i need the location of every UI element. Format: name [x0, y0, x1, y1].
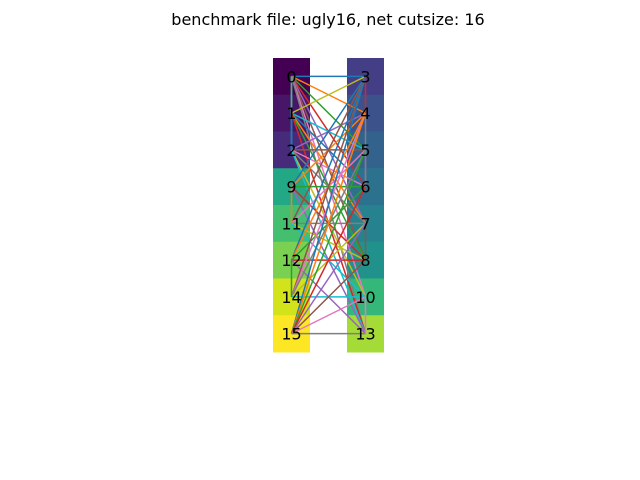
- node-label-15: 15: [281, 325, 301, 344]
- edge-15-6: [290, 186, 367, 334]
- edge-15-10: [291, 296, 366, 335]
- node-label-14: 14: [281, 288, 301, 307]
- edge-9-3: [290, 75, 367, 188]
- node-label-13: 13: [355, 325, 375, 344]
- node-label-10: 10: [355, 288, 375, 307]
- node-label-3: 3: [360, 67, 370, 86]
- node-label-1: 1: [286, 104, 296, 123]
- edge-15-7: [290, 222, 367, 335]
- node-label-11: 11: [281, 214, 301, 233]
- node-label-6: 6: [360, 178, 370, 197]
- node-label-12: 12: [281, 251, 301, 270]
- edge-15-8: [290, 259, 367, 335]
- node-label-9: 9: [286, 178, 296, 197]
- node-label-5: 5: [360, 141, 370, 160]
- net-edges: [290, 75, 367, 335]
- node-label-2: 2: [286, 141, 296, 160]
- edge-15-5: [290, 149, 367, 334]
- node-label-4: 4: [360, 104, 370, 123]
- edge-11-3: [290, 76, 367, 224]
- figure-title: benchmark file: ugly16, net cutsize: 16: [171, 10, 484, 29]
- edge-14-3: [290, 76, 367, 298]
- edge-15-4: [290, 112, 367, 334]
- edge-12-3: [290, 76, 367, 261]
- edge-1-3: [291, 75, 366, 114]
- node-label-8: 8: [360, 251, 370, 270]
- edge-15-3: [290, 76, 367, 334]
- node-label-0: 0: [286, 67, 296, 86]
- node-label-7: 7: [360, 214, 370, 233]
